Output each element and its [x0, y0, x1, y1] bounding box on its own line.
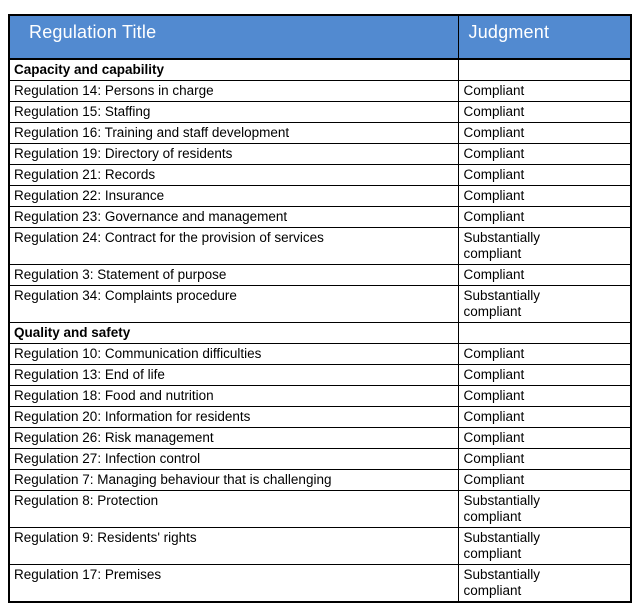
judgment-text: Compliant [463, 346, 525, 361]
table-row: Regulation 27: Infection control Complian… [8, 448, 632, 470]
judgment-text: Compliant [463, 430, 525, 445]
regulation-title-cell: Regulation 24: Contract for the provisio… [8, 227, 459, 265]
regulation-title-cell: Regulation 19: Directory of residents [8, 143, 459, 165]
judgment-text: Compliant [463, 451, 525, 466]
judgment-text: Compliant [463, 367, 525, 382]
table-row: Regulation 3: Statement of purpose Compli… [8, 264, 632, 286]
table-row: Regulation 22: Insurance Compliant [8, 185, 632, 207]
judgment-cell: Compliant [457, 185, 632, 207]
table-row: Regulation 15: Staffing Compliant [8, 101, 632, 123]
section-header-row: Capacity and capability [8, 58, 632, 81]
regulation-title-cell: Regulation 21: Records [8, 164, 459, 186]
header-row: Regulation Title Judgment [8, 14, 632, 60]
regulation-title-cell: Regulation 23: Governance and management [8, 206, 459, 228]
judgment-text: Compliant [463, 209, 525, 224]
judgment-cell: Compliant [457, 343, 632, 365]
section-header-row: Quality and safety [8, 322, 632, 344]
regulation-title-cell: Regulation 34: Complaints procedure [8, 285, 459, 323]
judgment-cell: Compliant [457, 122, 632, 144]
judgment-text: Compliant [463, 125, 525, 140]
judgment-cell: Substantially compliant [457, 227, 632, 265]
judgment-text: Compliant [463, 472, 525, 487]
table-row: Regulation 21: Records Compliant [8, 164, 632, 186]
judgment-text: Compliant [463, 104, 525, 119]
judgment-text: Compliant [463, 146, 525, 161]
table-row: Regulation 16: Training and staff develo… [8, 122, 632, 144]
table-header: Regulation Title Judgment [8, 14, 632, 60]
regulation-title-cell: Regulation 17: Premises [8, 564, 459, 603]
table-row: Regulation 8: Protection Substantially co… [8, 490, 632, 528]
table-row: Regulation 13: End of life Compliant [8, 364, 632, 386]
judgment-cell: Compliant [457, 448, 632, 470]
judgment-text: Substantially compliant [463, 493, 541, 524]
column-header-regulation-title: Regulation Title [8, 14, 459, 60]
judgment-cell: Compliant [457, 143, 632, 165]
judgment-cell: Substantially compliant [457, 285, 632, 323]
judgment-cell: Compliant [457, 80, 632, 102]
regulation-title-cell: Regulation 3: Statement of purpose [8, 264, 459, 286]
judgment-cell: Compliant [457, 469, 632, 491]
judgment-text: Compliant [463, 409, 525, 424]
judgment-cell-empty [457, 58, 632, 81]
table-row: Regulation 23: Governance and management… [8, 206, 632, 228]
judgment-cell: Substantially compliant [457, 564, 632, 603]
table-row: Regulation 26: Risk management Compliant [8, 427, 632, 449]
regulation-title-cell: Regulation 22: Insurance [8, 185, 459, 207]
judgment-cell: Compliant [457, 164, 632, 186]
regulation-title-cell: Regulation 27: Infection control [8, 448, 459, 470]
table-row: Regulation 24: Contract for the provisio… [8, 227, 632, 265]
judgment-cell: Compliant [457, 264, 632, 286]
table-row: Regulation 7: Managing behaviour that is… [8, 469, 632, 491]
column-header-judgment: Judgment [457, 14, 632, 60]
judgment-cell: Substantially compliant [457, 490, 632, 528]
table-row: Regulation 14: Persons in charge Complian… [8, 80, 632, 102]
judgment-text: Substantially compliant [463, 230, 541, 261]
table-row: Regulation 18: Food and nutrition Complia… [8, 385, 632, 407]
table-row: Regulation 17: Premises Substantially com… [8, 564, 632, 603]
judgment-cell: Compliant [457, 385, 632, 407]
judgment-cell: Substantially compliant [457, 527, 632, 565]
table-body: Capacity and capability Regulation 14: Pe… [8, 58, 632, 603]
judgment-cell: Compliant [457, 427, 632, 449]
judgment-cell-empty [457, 322, 632, 344]
table-row: Regulation 20: Information for residents… [8, 406, 632, 428]
judgment-text: Substantially compliant [463, 288, 541, 319]
regulation-title-cell: Regulation 20: Information for residents [8, 406, 459, 428]
section-title-cell: Quality and safety [8, 322, 459, 344]
judgment-cell: Compliant [457, 406, 632, 428]
section-title-cell: Capacity and capability [8, 58, 459, 81]
regulation-title-cell: Regulation 14: Persons in charge [8, 80, 459, 102]
regulation-title-cell: Regulation 7: Managing behaviour that is… [8, 469, 459, 491]
regulation-title-cell: Regulation 13: End of life [8, 364, 459, 386]
judgment-text: Substantially compliant [463, 567, 541, 598]
judgment-text: Compliant [463, 267, 525, 282]
regulation-title-cell: Regulation 9: Residents' rights [8, 527, 459, 565]
judgment-text: Compliant [463, 188, 525, 203]
regulation-title-cell: Regulation 16: Training and staff develo… [8, 122, 459, 144]
regulation-title-cell: Regulation 15: Staffing [8, 101, 459, 123]
judgment-cell: Compliant [457, 364, 632, 386]
judgment-text: Compliant [463, 167, 525, 182]
judgment-text: Substantially compliant [463, 530, 541, 561]
judgment-text: Compliant [463, 388, 525, 403]
table-row: Regulation 9: Residents' rights Substanti… [8, 527, 632, 565]
judgment-cell: Compliant [457, 101, 632, 123]
regulation-title-cell: Regulation 10: Communication difficultie… [8, 343, 459, 365]
regulation-judgment-table: Regulation Title Judgment Capacity and c… [8, 14, 632, 603]
judgment-cell: Compliant [457, 206, 632, 228]
regulation-title-cell: Regulation 26: Risk management [8, 427, 459, 449]
table-row: Regulation 34: Complaints procedure Subst… [8, 285, 632, 323]
judgment-text: Compliant [463, 83, 525, 98]
table-row: Regulation 19: Directory of residents Com… [8, 143, 632, 165]
table-row: Regulation 10: Communication difficultie… [8, 343, 632, 365]
regulation-title-cell: Regulation 18: Food and nutrition [8, 385, 459, 407]
regulation-title-cell: Regulation 8: Protection [8, 490, 459, 528]
